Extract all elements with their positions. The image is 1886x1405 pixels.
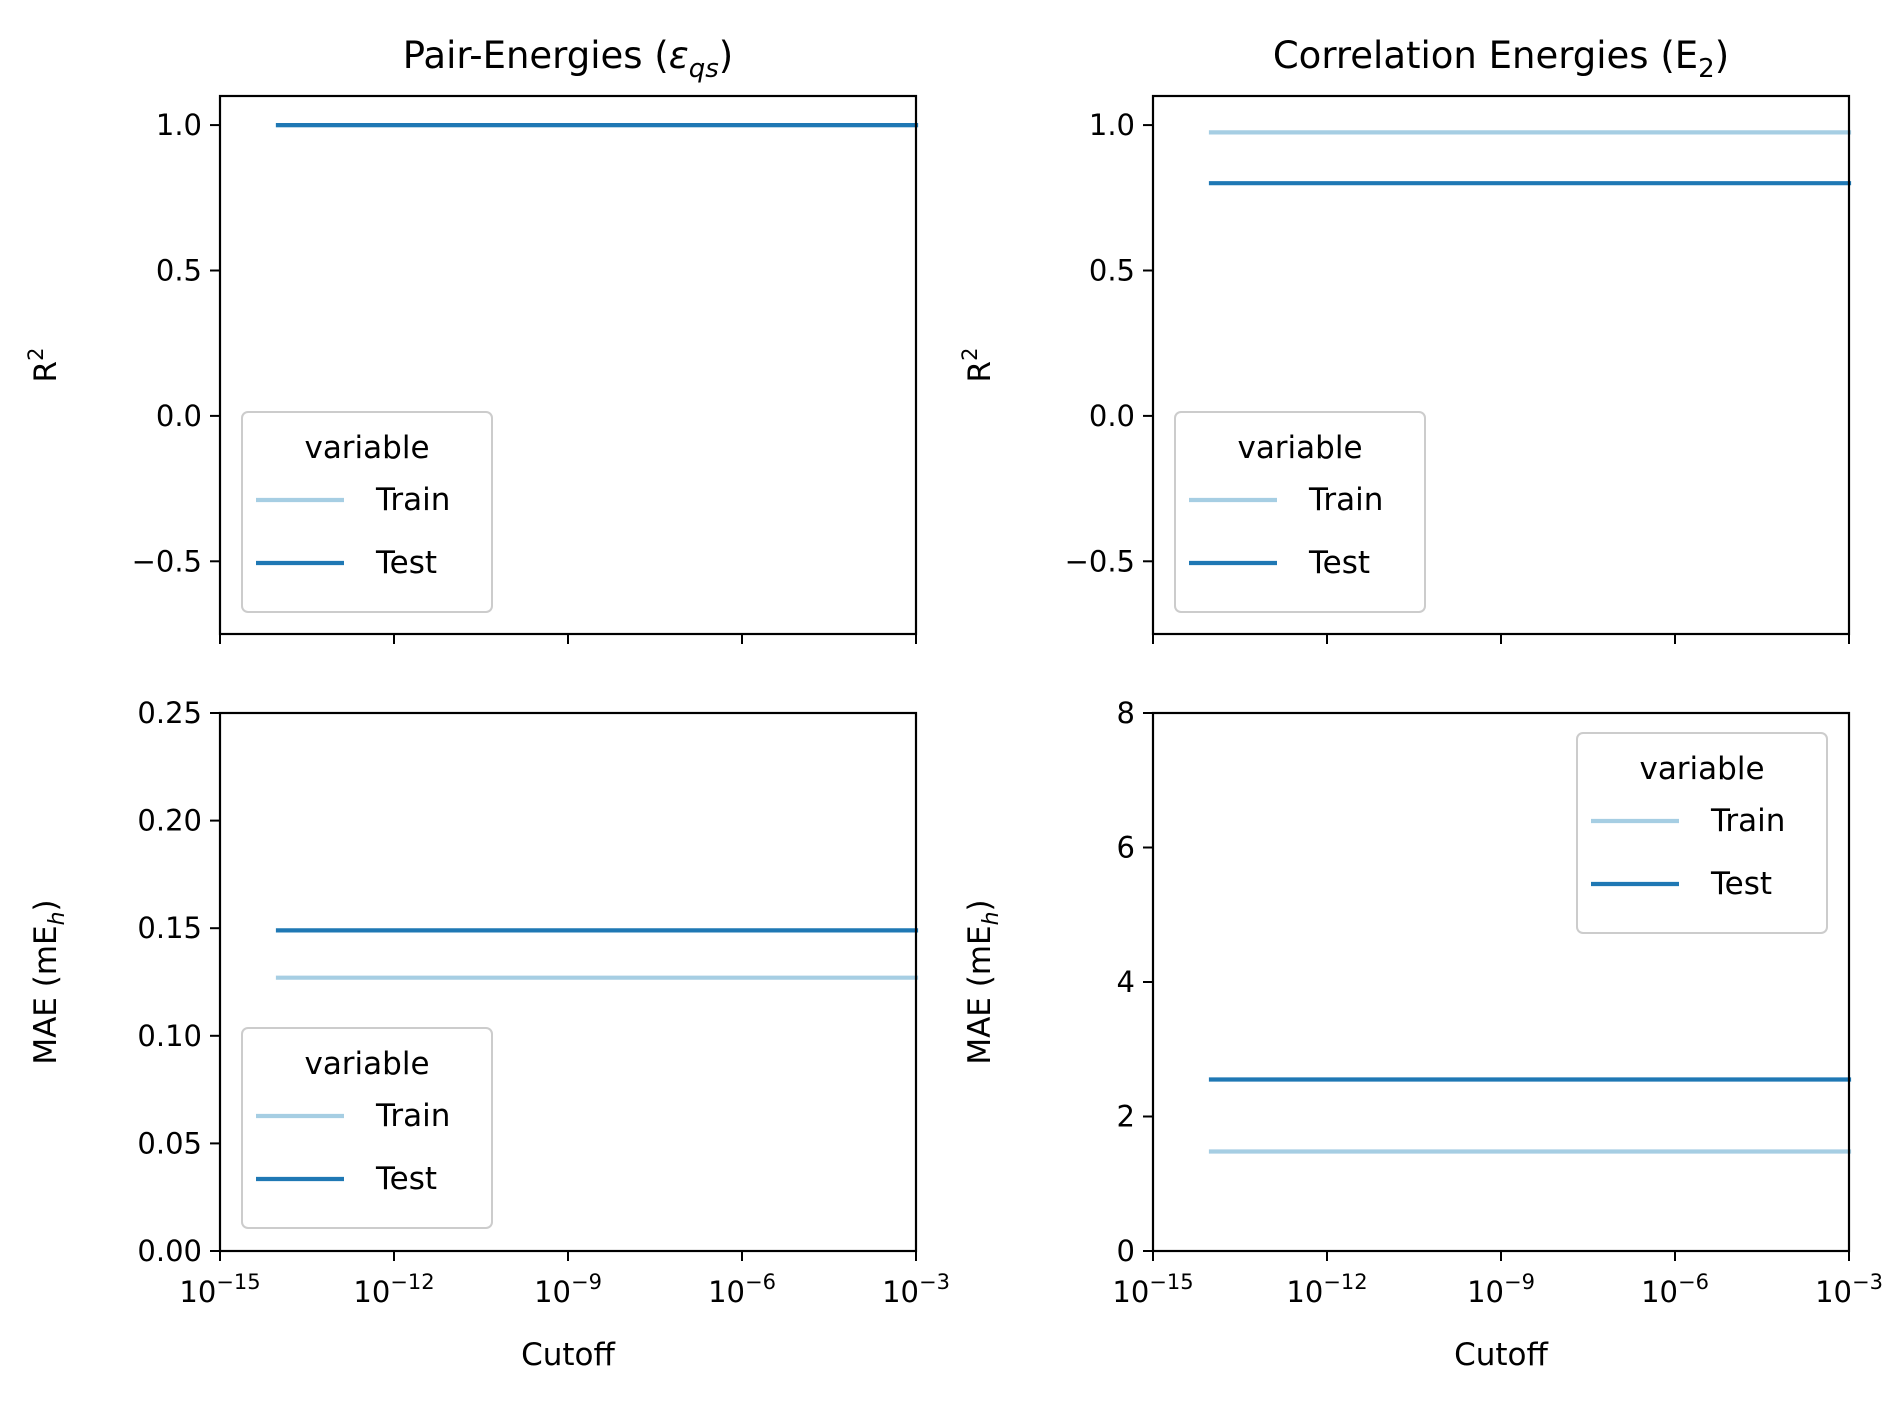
x-tick-label: 10−6 (708, 1270, 776, 1309)
legend: variable Train Test (1174, 411, 1426, 613)
legend: variable Train Test (241, 411, 493, 613)
x-tick-label: 10−3 (882, 1270, 950, 1309)
chart-title: Correlation Energies (E2) (1273, 34, 1729, 84)
x-tick-label: 10−12 (353, 1270, 434, 1309)
y-tick-label: 0.15 (137, 911, 202, 945)
y-tick-label: 2 (1117, 1100, 1135, 1134)
x-tick-label: 10−9 (1467, 1270, 1535, 1309)
y-tick-label: −0.5 (1065, 544, 1135, 578)
y-axis-label: MAE (mEh) (28, 899, 70, 1064)
y-tick-label: 0.0 (156, 399, 202, 433)
subplot-3: 0.00 0.05 0.10 0.15 0.20 0.25 10−15 10−12 10−9 10… (28, 696, 950, 1373)
x-tick-label: 10−9 (534, 1270, 602, 1309)
legend-title: variable (304, 430, 429, 466)
legend-label-test: Test (1710, 866, 1772, 902)
y-tick-label: 1.0 (1089, 108, 1135, 142)
y-tick-label: 0.00 (137, 1234, 202, 1268)
y-tick-label: 6 (1117, 831, 1135, 865)
x-tick-label: 10−15 (179, 1270, 260, 1309)
legend: variable Train Test (1576, 732, 1828, 934)
legend-title: variable (1237, 430, 1362, 466)
legend-label-test: Test (375, 1161, 437, 1197)
x-axis-label: Cutoff (521, 1337, 615, 1373)
legend-label-test: Test (1308, 545, 1370, 581)
x-tick-label: 10−6 (1641, 1270, 1709, 1309)
legend: variable Train Test (241, 1027, 493, 1229)
y-tick-label: 1.0 (156, 108, 202, 142)
legend-label-train: Train (1308, 482, 1383, 518)
legend-label-train: Train (375, 482, 450, 518)
chart-title: Pair-Energies (εqs) (403, 34, 733, 84)
y-tick-label: 0.10 (137, 1019, 202, 1053)
y-tick-label: 0 (1117, 1234, 1135, 1268)
x-tick-label: 10−3 (1815, 1270, 1883, 1309)
x-axis-label: Cutoff (1454, 1337, 1548, 1373)
y-tick-label: 0.5 (1089, 253, 1135, 287)
legend-label-train: Train (375, 1098, 450, 1134)
y-tick-label: 4 (1117, 965, 1135, 999)
subplot-2: 1.0 0.5 0.0 −0.5 Correlation Energies (E2) R2… (958, 34, 1852, 644)
y-axis-label: MAE (mEh) (962, 899, 1004, 1064)
subplot-4: 0 2 4 6 8 10−15 10−12 10−9 10−6 10−3 Cutoff MAE (mE… (962, 696, 1883, 1373)
subplot-1: 1.0 0.5 0.0 −0.5 Pair-Energies (εqs) R2 variab… (24, 34, 919, 644)
y-axis-label: R2 (958, 348, 998, 383)
y-tick-label: −0.5 (132, 544, 202, 578)
y-tick-label: 0.20 (137, 804, 202, 838)
y-tick-label: 8 (1117, 696, 1135, 730)
y-tick-label: 0.5 (156, 253, 202, 287)
y-tick-label: 0.0 (1089, 399, 1135, 433)
legend-label-train: Train (1710, 803, 1785, 839)
legend-title: variable (304, 1046, 429, 1082)
legend-title: variable (1639, 751, 1764, 787)
y-tick-label: 0.05 (137, 1126, 202, 1160)
y-tick-label: 0.25 (137, 696, 202, 730)
legend-label-test: Test (375, 545, 437, 581)
y-axis-label: R2 (24, 348, 64, 383)
x-tick-label: 10−15 (1112, 1270, 1193, 1309)
x-tick-label: 10−12 (1286, 1270, 1367, 1309)
